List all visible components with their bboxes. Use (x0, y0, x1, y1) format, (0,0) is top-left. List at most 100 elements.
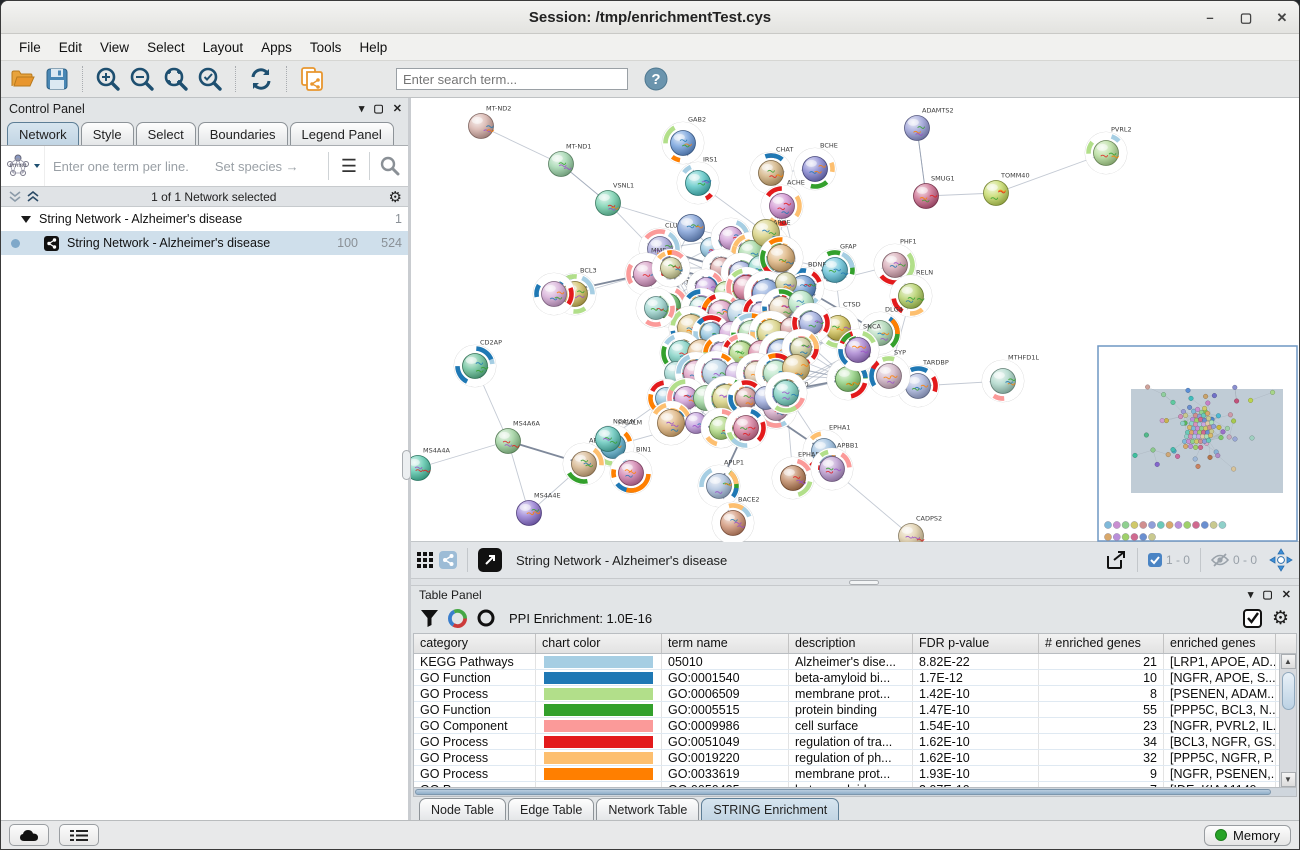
zoom-selected-icon[interactable] (196, 65, 224, 93)
node[interactable] (724, 406, 768, 450)
task-history-button[interactable] (59, 824, 99, 846)
table-row[interactable]: GO Function GO:0005515 protein binding 1.47… (414, 702, 1296, 718)
menu-select[interactable]: Select (147, 39, 185, 55)
node[interactable] (677, 214, 705, 242)
hscroll-thumb[interactable] (415, 789, 1271, 795)
node-APLP1[interactable]: APLP1 (697, 459, 744, 508)
export-network-icon[interactable] (1105, 550, 1127, 570)
node-MS4A4E[interactable]: MS4A4E (516, 492, 561, 526)
donut-chart-icon[interactable] (448, 608, 467, 628)
menu-view[interactable]: View (100, 39, 130, 55)
help-icon[interactable]: ? (642, 65, 670, 93)
zoom-in-icon[interactable] (94, 65, 122, 93)
refresh-icon[interactable] (247, 65, 275, 93)
table-row[interactable]: GO Function GO:0001540 beta-amyloid bi... 1… (414, 670, 1296, 686)
string-term-input[interactable]: Enter one term per line. (53, 158, 189, 174)
save-session-icon[interactable] (43, 65, 71, 93)
scroll-up-arrow[interactable]: ▲ (1280, 654, 1296, 669)
tab-network[interactable]: Network (7, 122, 79, 145)
column-header-4[interactable]: FDR p-value (913, 634, 1039, 653)
node-PHF1[interactable]: PHF1 (873, 238, 917, 287)
node[interactable] (635, 287, 677, 329)
node[interactable] (651, 248, 691, 288)
node-VSNL1[interactable]: VSNL1 (595, 182, 635, 216)
minimize-button[interactable]: – (1206, 10, 1214, 25)
table-row[interactable]: GO Component GO:0009986 cell surface 1.54E-… (414, 718, 1296, 734)
column-header-6[interactable]: enriched genes (1164, 634, 1276, 653)
tab-boundaries[interactable]: Boundaries (197, 122, 288, 145)
node-TOMM40[interactable]: TOMM40 (983, 172, 1030, 206)
node-MTHFD1L[interactable]: MTHFD1L (981, 354, 1039, 403)
zoom-out-icon[interactable] (128, 65, 156, 93)
node-ADAMTS2[interactable]: ADAMTS2 (904, 107, 954, 141)
column-header-2[interactable]: term name (662, 634, 789, 653)
node-GFAP[interactable]: GFAP (813, 243, 857, 292)
network-from-clipboard-icon[interactable] (298, 65, 326, 93)
column-header-1[interactable]: chart color (536, 634, 662, 653)
splitter-grip[interactable] (402, 450, 411, 480)
string-logo-icon[interactable]: STRING (1, 146, 45, 186)
node-NCALN[interactable]: NCALN (595, 418, 636, 452)
pan-compass-icon[interactable] (1269, 548, 1293, 572)
table-row[interactable]: GO Process GO:0050435beta-amyloid m...2.0… (414, 782, 1296, 787)
open-in-string-icon[interactable] (478, 548, 502, 572)
table-vertical-scrollbar[interactable]: ▲ ▼ (1279, 654, 1296, 787)
node-BACE2[interactable]: BACE2 (711, 496, 760, 545)
table-panel-float-icon[interactable]: ▢ (1262, 589, 1273, 601)
node-APBB1[interactable]: APBB1 (810, 442, 858, 491)
tab-select[interactable]: Select (135, 122, 196, 145)
collapse-all-icon[interactable] (9, 191, 21, 202)
node[interactable] (532, 272, 576, 316)
panel-menu-icon[interactable]: ▾ (358, 103, 365, 115)
hidden-nodes-badge[interactable]: 0 - 0 (1210, 553, 1257, 567)
table-row[interactable]: GO Process GO:0006509 membrane prot... 1.42… (414, 686, 1296, 702)
birds-eye-grid-icon[interactable] (417, 552, 433, 568)
tab-style[interactable]: Style (80, 122, 134, 145)
cloud-tasks-button[interactable] (9, 824, 49, 846)
selected-nodes-badge[interactable]: 1 - 0 (1147, 553, 1190, 567)
search-input[interactable] (396, 68, 628, 90)
table-row[interactable]: GO Process GO:0033619 membrane prot... 1.93… (414, 766, 1296, 782)
ring-chart-icon[interactable] (477, 609, 495, 627)
network-canvas[interactable]: MT-ND2 MT-ND1 VSNL1 GAB2 IRS1 CHAT BCHE ACHE APO… (402, 98, 1299, 549)
scroll-thumb[interactable] (1281, 672, 1295, 710)
table-panel-menu-icon[interactable]: ▾ (1247, 589, 1254, 601)
tab-edge-table[interactable]: Edge Table (508, 798, 595, 820)
table-row[interactable]: KEGG Pathways 05010 Alzheimer's dise... 8.8… (414, 654, 1296, 670)
node-RELN[interactable]: RELN (889, 269, 933, 318)
network-row-selected[interactable]: String Network - Alzheimer's disease 100… (1, 231, 410, 255)
string-options-icon[interactable]: ☰ (340, 155, 358, 176)
table-settings-gear-icon[interactable]: ⚙ (1271, 607, 1289, 629)
node-CADPS2[interactable]: CADPS2 (898, 515, 943, 549)
node-GAB2[interactable]: GAB2 (661, 116, 706, 165)
close-button[interactable]: ✕ (1276, 9, 1288, 25)
panel-close-icon[interactable]: ✕ (392, 103, 402, 115)
menu-edit[interactable]: Edit (58, 39, 83, 55)
share-network-icon[interactable] (439, 551, 457, 569)
menu-layout[interactable]: Layout (202, 39, 244, 55)
horizontal-splitter-grip[interactable] (849, 580, 879, 585)
expand-all-icon[interactable] (27, 191, 39, 202)
node-BIN1[interactable]: BIN1 (609, 446, 653, 495)
node-MS4A6A[interactable]: MS4A6A (495, 420, 541, 454)
column-header-0[interactable]: category (414, 634, 536, 653)
table-panel-close-icon[interactable]: ✕ (1281, 589, 1291, 601)
column-header-5[interactable]: # enriched genes (1039, 634, 1164, 653)
tab-legend-panel[interactable]: Legend Panel (289, 122, 394, 145)
tab-node-table[interactable]: Node Table (419, 798, 507, 820)
network-navigator[interactable] (1097, 345, 1298, 542)
set-species-hint[interactable]: Set species → (214, 158, 299, 174)
node-EPHA5[interactable]: EPHA5 (771, 451, 820, 500)
node-SMUG1[interactable]: SMUG1 (913, 175, 955, 209)
table-horizontal-scrollbar[interactable] (414, 787, 1296, 796)
maximize-button[interactable]: ▢ (1239, 9, 1253, 25)
node-IRS1[interactable]: IRS1 (676, 156, 720, 205)
node-BCHE[interactable]: BCHE (793, 142, 838, 191)
tab-string-enrichment[interactable]: STRING Enrichment (701, 798, 840, 820)
node-MT-ND1[interactable]: MT-ND1 (548, 143, 592, 177)
network-collection-row[interactable]: String Network - Alzheimer's disease 1 (1, 207, 410, 231)
filter-icon[interactable] (421, 609, 438, 627)
node-PVRL2[interactable]: PVRL2 (1084, 126, 1132, 175)
horizontal-splitter[interactable] (411, 578, 1299, 586)
open-session-icon[interactable] (9, 65, 37, 93)
